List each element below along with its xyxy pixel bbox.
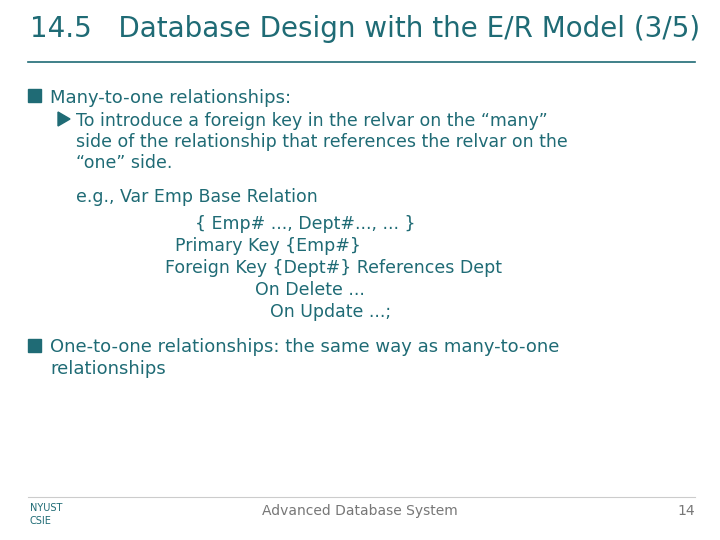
- Text: “one” side.: “one” side.: [76, 154, 172, 172]
- Text: On Delete ...: On Delete ...: [255, 281, 365, 299]
- Polygon shape: [58, 112, 70, 126]
- Text: 14.5   Database Design with the E/R Model (3/5): 14.5 Database Design with the E/R Model …: [30, 15, 700, 43]
- Text: Primary Key {Emp#}: Primary Key {Emp#}: [175, 237, 361, 255]
- Text: Many-to-one relationships:: Many-to-one relationships:: [50, 89, 291, 107]
- Text: To introduce a foreign key in the relvar on the “many”: To introduce a foreign key in the relvar…: [76, 112, 548, 130]
- Bar: [28, 339, 41, 352]
- Bar: [28, 89, 41, 102]
- Text: On Update ...;: On Update ...;: [270, 303, 391, 321]
- Text: NYUST: NYUST: [30, 503, 63, 513]
- Text: e.g., Var Emp Base Relation: e.g., Var Emp Base Relation: [76, 188, 318, 206]
- Text: relationships: relationships: [50, 360, 166, 378]
- Text: Foreign Key {Dept#} References Dept: Foreign Key {Dept#} References Dept: [165, 259, 502, 277]
- Text: One-to-one relationships: the same way as many-to-one: One-to-one relationships: the same way a…: [50, 338, 559, 356]
- Text: { Emp# ..., Dept#..., ... }: { Emp# ..., Dept#..., ... }: [195, 215, 415, 233]
- Text: CSIE: CSIE: [30, 516, 52, 526]
- Text: Advanced Database System: Advanced Database System: [262, 504, 458, 518]
- Text: 14: 14: [678, 504, 695, 518]
- Text: side of the relationship that references the relvar on the: side of the relationship that references…: [76, 133, 568, 151]
